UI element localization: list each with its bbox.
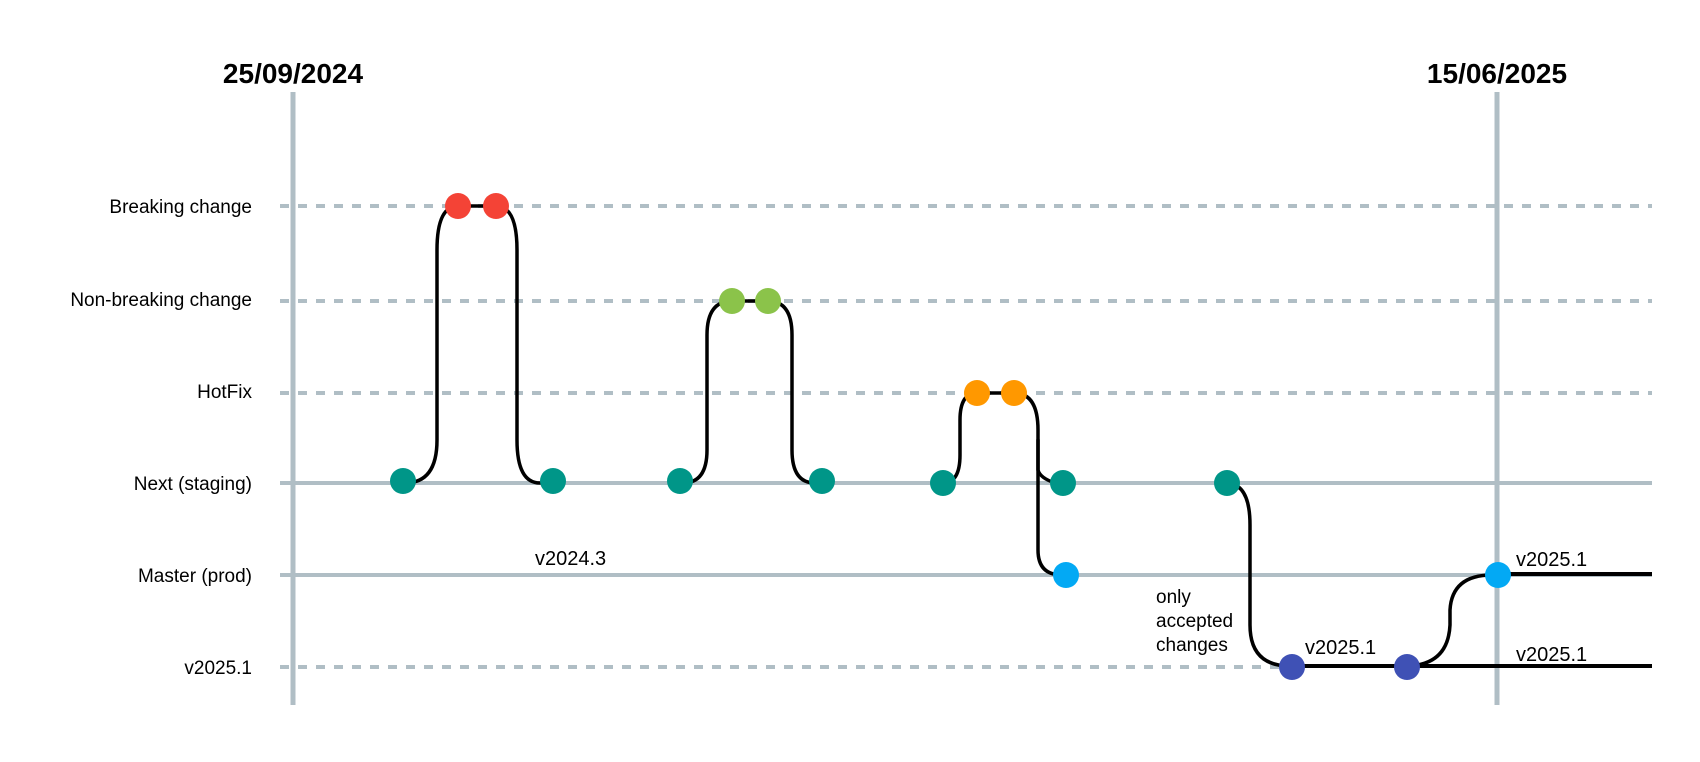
branch-next-to-release <box>1224 481 1292 668</box>
branch-connectors <box>403 204 1494 668</box>
branch-out-breaking <box>403 204 460 485</box>
branch-hotfix-to-master <box>1036 438 1064 577</box>
branch-out-nonbreaking <box>681 299 734 485</box>
green-commit-dot[interactable] <box>719 288 745 314</box>
branch-in-hotfix <box>1012 391 1057 485</box>
note-line-3: changes <box>1156 635 1228 656</box>
teal-commit-dot[interactable] <box>540 468 566 494</box>
indigo-commit-dot[interactable] <box>1394 654 1420 680</box>
lane-label-next: Next (staging) <box>134 474 252 495</box>
indigo-commit-dot[interactable] <box>1279 654 1305 680</box>
lane-label-release: v2025.1 <box>184 658 252 679</box>
blue-commit-dot[interactable] <box>1485 562 1511 588</box>
branch-in-nonbreaking <box>766 299 817 485</box>
lane-label-hotfix: HotFix <box>197 382 252 403</box>
teal-commit-dot[interactable] <box>1050 470 1076 496</box>
note-line-1: only <box>1156 587 1191 608</box>
teal-commit-dot[interactable] <box>1214 470 1240 496</box>
orange-commit-dot[interactable] <box>964 380 990 406</box>
master-version-label: v2024.3 <box>535 548 606 570</box>
orange-commit-dot[interactable] <box>1001 380 1027 406</box>
lane-label-nonbreaking: Non-breaking change <box>70 290 252 311</box>
lane-label-breaking: Breaking change <box>109 197 252 218</box>
master-end-version-label: v2025.1 <box>1516 549 1587 571</box>
teal-commit-dot[interactable] <box>930 470 956 496</box>
commit-dots <box>390 193 1511 680</box>
red-commit-dot[interactable] <box>445 193 471 219</box>
note-line-2: accepted <box>1156 611 1233 632</box>
green-commit-dot[interactable] <box>755 288 781 314</box>
blue-commit-dot[interactable] <box>1053 562 1079 588</box>
branch-out-hotfix <box>941 391 979 485</box>
release-end-version-label: v2025.1 <box>1516 644 1587 666</box>
red-commit-dot[interactable] <box>483 193 509 219</box>
branch-in-breaking <box>494 204 542 485</box>
end-date-label: 15/06/2025 <box>1427 58 1567 89</box>
teal-commit-dot[interactable] <box>667 468 693 494</box>
teal-commit-dot[interactable] <box>809 468 835 494</box>
branch-release-to-master <box>1403 573 1494 668</box>
release-version-label: v2025.1 <box>1305 637 1376 659</box>
lane-label-master: Master (prod) <box>138 566 252 587</box>
teal-commit-dot[interactable] <box>390 468 416 494</box>
start-date-label: 25/09/2024 <box>223 58 364 89</box>
